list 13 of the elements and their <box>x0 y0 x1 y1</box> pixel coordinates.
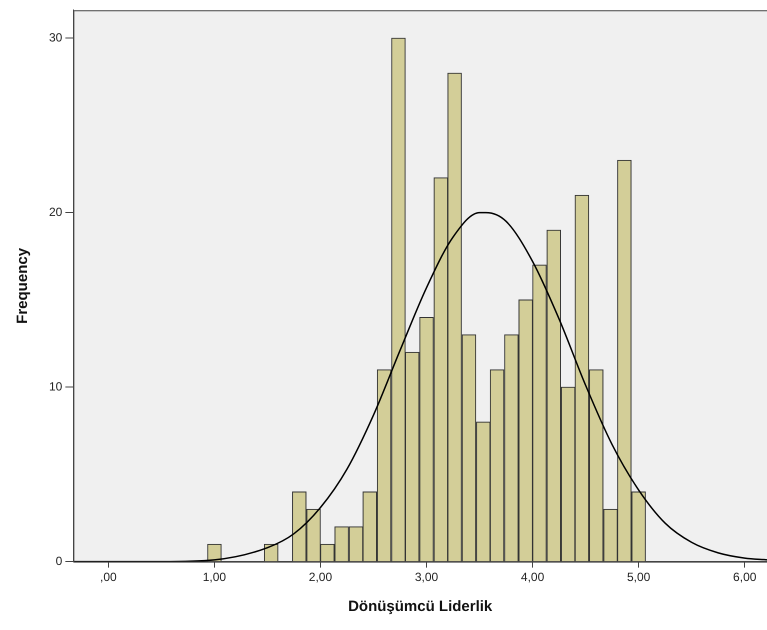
x-tick-label: ,00 <box>100 570 118 584</box>
y-tick-label: 30 <box>48 30 63 44</box>
x-tick-label: 5,00 <box>626 570 651 584</box>
x-tick-label: 1,00 <box>202 570 226 584</box>
y-tick-label: 10 <box>48 379 63 394</box>
x-axis-title: Dönüşümcü Liderlik <box>348 598 493 616</box>
y-tick-label: 20 <box>48 204 63 219</box>
x-tick-label: 2,00 <box>308 570 332 584</box>
x-tick-label: 4,00 <box>520 570 545 584</box>
x-tick-label: 6,00 <box>733 570 757 584</box>
x-tick-label: 3,00 <box>414 570 439 584</box>
y-tick-label: 0 <box>56 554 63 568</box>
y-axis-title: Frequency <box>14 247 32 324</box>
